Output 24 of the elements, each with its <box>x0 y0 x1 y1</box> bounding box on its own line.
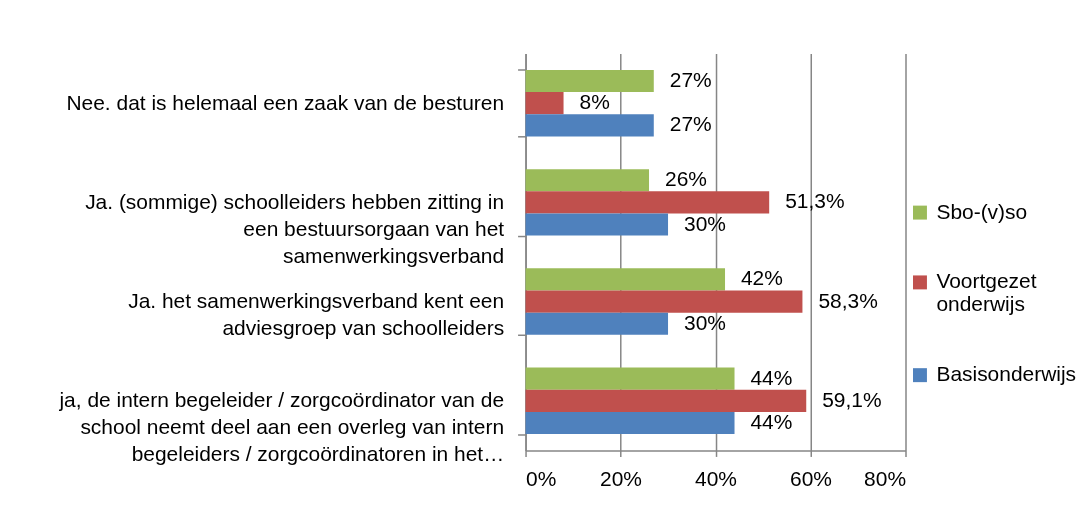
data-label: 27% <box>669 112 712 136</box>
legend-label: Basisonderwijs <box>936 362 1077 386</box>
data-label: 59,1% <box>822 387 882 411</box>
x-tick-label: 60% <box>790 466 832 490</box>
data-label: 26% <box>664 167 707 191</box>
y-tick-label: ja, de intern begeleider / zorgcoördinator van de school neemt deel aan een overleg van intern begeleiders / zorgcoördinatoren in het… <box>58 388 505 466</box>
data-label: 27% <box>669 67 712 91</box>
x-tick-label: 40% <box>695 466 737 490</box>
y-tick-label: Ja. (sommige) schoolleiders hebben zitting in een bestuursorgaan van het samenwerkingsverband <box>85 189 505 267</box>
data-label: 8% <box>579 90 610 114</box>
data-label: 42% <box>740 266 783 290</box>
x-tick-label: 20% <box>600 466 642 490</box>
data-label: 58,3% <box>818 288 878 312</box>
data-label: 44% <box>750 365 793 389</box>
data-label: 30% <box>683 211 726 235</box>
y-tick-label: Nee. dat is helemaal een zaak van de besturen <box>66 90 505 114</box>
y-tick-label: Ja. het samenwerkingsverband kent een adviesgroep van schoolleiders <box>128 289 505 340</box>
legend-label: Sbo-(v)so <box>936 199 1028 223</box>
x-tick-label: 80% <box>864 466 906 490</box>
data-label: 44% <box>750 409 793 433</box>
data-label: 30% <box>683 310 726 334</box>
data-label: 51,3% <box>785 189 845 213</box>
legend-label: Voortgezet onderwijs <box>936 269 1037 316</box>
x-tick-label: 0% <box>526 466 557 490</box>
